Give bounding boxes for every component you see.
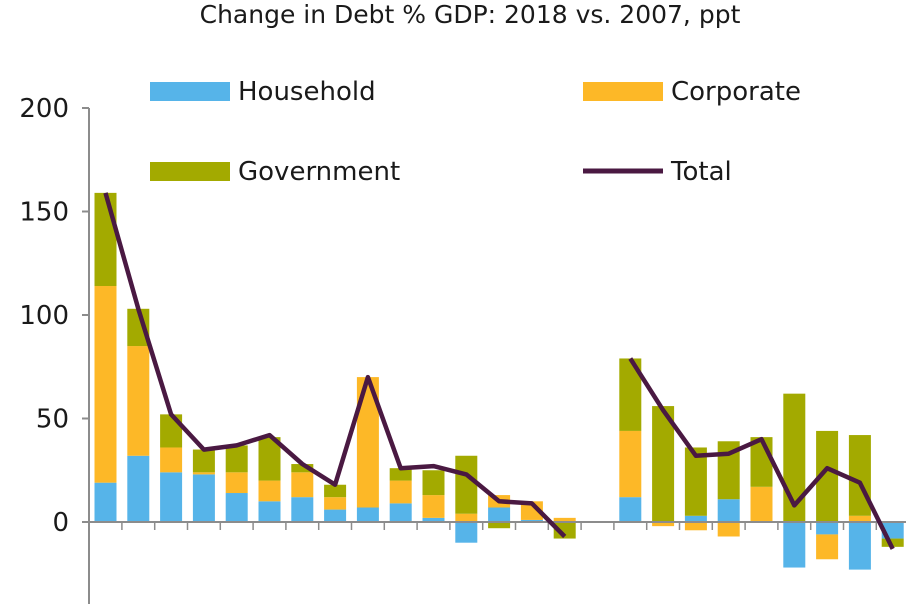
bar-household-2 — [160, 472, 183, 522]
bar-household-6 — [291, 497, 314, 522]
bar-household-8 — [356, 507, 379, 522]
legend-swatch-household — [150, 82, 230, 101]
bar-corporate-19 — [717, 522, 740, 537]
bar-government-9 — [389, 468, 412, 481]
bar-household-7 — [324, 509, 347, 522]
bar-household-3 — [192, 474, 215, 522]
bar-government-6 — [291, 464, 314, 473]
bar-corporate-17 — [652, 522, 675, 527]
bar-government-22 — [816, 430, 839, 522]
bar-government-0 — [94, 192, 117, 287]
legend-label-corporate: Corporate — [671, 77, 801, 107]
bar-government-23 — [848, 435, 871, 516]
bar-household-0 — [94, 482, 117, 522]
bar-government-14 — [553, 522, 576, 539]
line-total-segment-1 — [628, 357, 895, 550]
bar-government-10 — [422, 470, 445, 496]
bar-government-17 — [652, 406, 675, 522]
bar-corporate-9 — [389, 480, 412, 504]
bar-corporate-2 — [160, 447, 183, 473]
bar-corporate-16 — [619, 430, 642, 498]
bar-household-9 — [389, 503, 412, 522]
bar-corporate-0 — [94, 286, 117, 483]
total-line-layer — [103, 192, 895, 550]
bars-layer — [94, 192, 904, 570]
bar-household-23 — [848, 522, 871, 570]
bar-corporate-3 — [192, 472, 215, 475]
bar-corporate-5 — [258, 480, 281, 502]
bar-household-1 — [127, 455, 150, 522]
bar-corporate-7 — [324, 497, 347, 510]
y-tick-label-150: 150 — [19, 198, 69, 228]
bar-corporate-22 — [816, 534, 839, 560]
line-total-segment-0 — [103, 192, 567, 539]
legend-label-government: Government — [238, 157, 400, 187]
bar-household-22 — [816, 522, 839, 535]
bar-government-18 — [684, 447, 707, 516]
bar-corporate-4 — [225, 472, 248, 494]
bar-government-5 — [258, 437, 281, 481]
bar-corporate-23 — [848, 515, 871, 522]
bar-government-1 — [127, 308, 150, 347]
y-tick-label-100: 100 — [19, 301, 69, 331]
bar-government-12 — [488, 522, 511, 529]
bar-government-24 — [881, 538, 904, 547]
bar-government-7 — [324, 484, 347, 498]
bar-household-19 — [717, 499, 740, 522]
bar-government-11 — [455, 455, 478, 514]
bar-corporate-18 — [684, 522, 707, 531]
bar-household-18 — [684, 515, 707, 522]
bar-corporate-8 — [356, 377, 379, 508]
bar-household-13 — [520, 519, 543, 522]
bar-corporate-14 — [553, 517, 576, 522]
y-tick-label-0: 0 — [52, 508, 69, 538]
bar-corporate-1 — [127, 346, 150, 456]
legend-label-household: Household — [238, 77, 376, 107]
bar-corporate-20 — [750, 486, 773, 522]
bar-government-16 — [619, 358, 642, 431]
bar-household-11 — [455, 522, 478, 543]
legend-swatch-government — [150, 162, 230, 181]
bar-government-2 — [160, 414, 183, 448]
bar-household-5 — [258, 501, 281, 522]
legend-label-total: Total — [670, 157, 732, 187]
legend: Household Corporate Government Total — [150, 77, 801, 187]
bar-corporate-10 — [422, 495, 445, 518]
bar-household-21 — [783, 522, 806, 568]
chart-title: Change in Debt % GDP: 2018 vs. 2007, ppt — [199, 0, 741, 29]
bar-corporate-11 — [455, 513, 478, 522]
bar-government-3 — [192, 449, 215, 473]
bar-corporate-6 — [291, 472, 314, 498]
bar-household-16 — [619, 497, 642, 522]
bar-household-10 — [422, 517, 445, 522]
bar-household-12 — [488, 507, 511, 522]
y-tick-label-50: 50 — [36, 405, 69, 435]
bar-household-4 — [225, 493, 248, 522]
y-tick-label-200: 200 — [19, 94, 69, 124]
legend-swatch-corporate — [583, 82, 663, 101]
bar-government-4 — [225, 445, 248, 473]
axes-layer: 0 50 100 150 200 — [19, 94, 906, 604]
